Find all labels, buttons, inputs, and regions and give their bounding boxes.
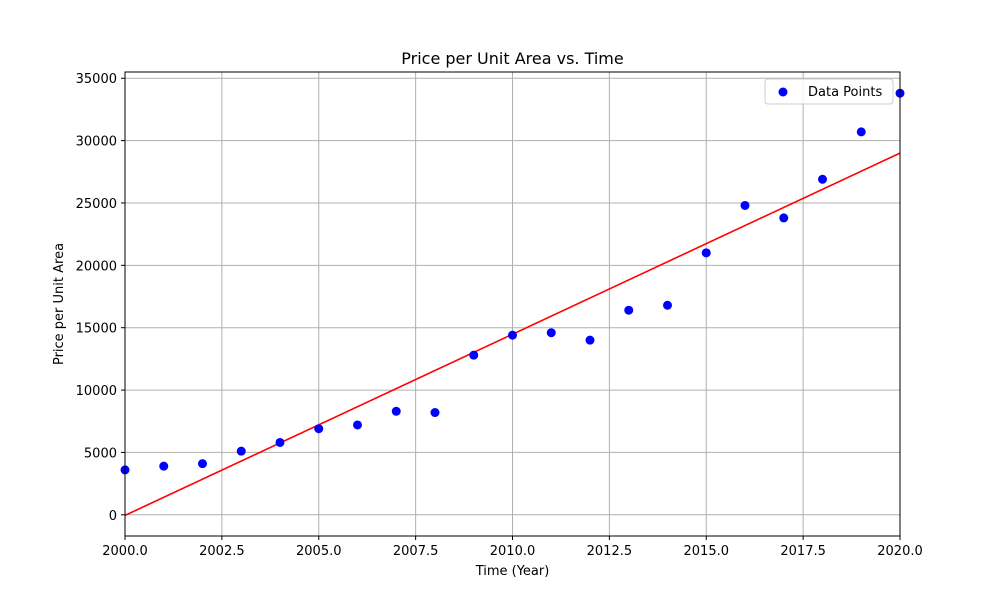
data-point [198, 459, 207, 469]
legend-box [764, 78, 894, 105]
y-axis: 0 5000 10000 15000 20000 25000 30000 35000 [76, 72, 125, 524]
x-tick-label: 2007.5 [393, 544, 439, 559]
data-point [546, 328, 556, 338]
x-tick-label: 2017.5 [780, 544, 826, 559]
data-point [740, 200, 750, 210]
x-tick-label: 2020.0 [877, 544, 923, 559]
data-point [663, 300, 672, 310]
legend-marker [778, 87, 788, 97]
x-axis: 2000.0 2002.5 2005.0 2007.5 2010.0 2012.5 2015… [102, 536, 923, 559]
y-axis-label: Price per Unit Area [52, 243, 67, 365]
plot-content [120, 88, 905, 517]
data-point [353, 420, 362, 430]
y-tick-label: 25000 [76, 197, 117, 212]
legend-label: Data Points [808, 85, 882, 100]
data-point [624, 305, 634, 315]
data-point [818, 174, 827, 184]
x-tick-label: 2010.0 [490, 544, 536, 559]
y-tick-label: 15000 [76, 322, 117, 337]
data-point [275, 437, 285, 447]
x-tick-label: 2015.0 [684, 544, 730, 559]
x-axis-label: Time (Year) [475, 564, 550, 579]
data-point [856, 127, 866, 137]
x-tick-label: 2002.5 [199, 544, 245, 559]
data-point [469, 350, 479, 360]
chart-title: Price per Unit Area vs. Time [401, 49, 623, 68]
y-tick-label: 0 [109, 509, 117, 524]
legend: Data Points [764, 78, 894, 105]
data-point [159, 461, 169, 471]
x-tick-label: 2000.0 [102, 544, 148, 559]
y-tick-label: 20000 [76, 259, 117, 274]
data-point [585, 335, 595, 345]
y-tick-label: 35000 [76, 72, 117, 87]
x-tick-label: 2012.5 [587, 544, 633, 559]
x-tick-label: 2005.0 [296, 544, 342, 559]
data-point [779, 213, 789, 223]
y-tick-label: 5000 [84, 446, 117, 461]
data-point [430, 408, 440, 418]
data-point [508, 330, 517, 340]
data-point [391, 406, 401, 416]
data-point [701, 248, 711, 258]
y-tick-label: 30000 [76, 135, 117, 150]
data-point [314, 424, 324, 434]
y-tick-label: 10000 [76, 384, 117, 399]
data-point [236, 446, 246, 456]
